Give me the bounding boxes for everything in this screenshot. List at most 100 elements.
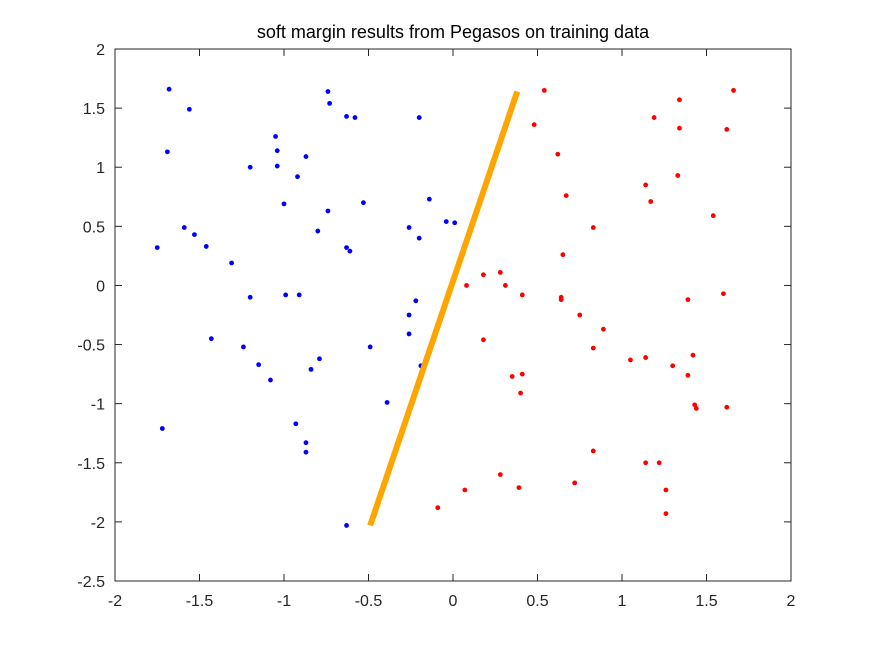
- blue-point: [303, 440, 309, 446]
- red-point: [724, 404, 730, 410]
- y-tick-label: -2.5: [77, 574, 105, 591]
- blue-point: [406, 331, 412, 337]
- red-point: [555, 151, 561, 157]
- red-point: [663, 487, 669, 493]
- blue-point: [308, 366, 314, 372]
- red-point: [590, 345, 596, 351]
- red-point: [685, 372, 691, 378]
- blue-point: [247, 294, 253, 300]
- blue-point: [344, 113, 349, 119]
- y-tick-label: 1.5: [83, 101, 105, 118]
- blue-point: [347, 248, 353, 254]
- y-tick-label: -1: [91, 397, 105, 414]
- red-point: [721, 291, 726, 297]
- blue-point: [186, 106, 192, 112]
- blue-point: [367, 344, 373, 350]
- blue-point: [315, 228, 321, 234]
- separator-lines: [367, 90, 521, 527]
- blue-point: [166, 86, 172, 92]
- y-tick-label: 2: [96, 42, 105, 59]
- y-tick-label: -2: [91, 515, 105, 532]
- blue-point: [416, 115, 422, 120]
- blue-point: [361, 200, 366, 206]
- blue-point: [303, 449, 309, 455]
- red-point: [677, 125, 682, 131]
- red-point: [685, 297, 691, 303]
- blue-point: [327, 100, 333, 106]
- blue-point: [303, 154, 309, 159]
- red-point: [519, 371, 525, 377]
- blue-point: [406, 312, 412, 318]
- y-tick-label: 1: [96, 160, 105, 177]
- red-point: [519, 292, 525, 298]
- red-point: [558, 297, 564, 303]
- red-point: [643, 460, 649, 466]
- red-point: [563, 193, 569, 198]
- red-point: [643, 182, 649, 188]
- red-point: [516, 485, 522, 491]
- chart-title: soft margin results from Pegasos on trai…: [257, 22, 650, 42]
- red-point: [648, 199, 654, 204]
- blue-point: [352, 115, 358, 120]
- blue-point: [325, 208, 331, 214]
- red-point: [435, 505, 441, 511]
- blue-point: [192, 232, 197, 238]
- red-point: [628, 357, 633, 363]
- blue-point: [426, 196, 432, 202]
- red-point: [531, 122, 537, 128]
- red-point: [663, 511, 669, 517]
- x-tick-label: 2: [787, 593, 796, 610]
- blue-point: [274, 163, 280, 169]
- blue-point: [154, 245, 160, 251]
- x-tick-label: 0.5: [526, 593, 548, 610]
- y-tick-label: -1.5: [77, 456, 105, 473]
- blue-point: [452, 220, 458, 226]
- blue-point: [317, 356, 322, 362]
- blue-point: [325, 89, 331, 94]
- blue-point: [208, 336, 214, 342]
- red-point: [481, 272, 486, 278]
- red-point: [693, 405, 699, 411]
- x-tick-label: -1.5: [186, 593, 214, 610]
- red-point: [670, 363, 676, 369]
- x-tick-label: -2: [108, 593, 122, 610]
- blue-point: [164, 149, 170, 155]
- red-point: [541, 87, 547, 93]
- red-point: [651, 115, 657, 120]
- red-point: [690, 352, 696, 358]
- red-point: [710, 213, 716, 219]
- x-tick-label: 1: [618, 593, 627, 610]
- x-tick-label: 1.5: [695, 593, 717, 610]
- red-point: [518, 390, 523, 396]
- blue-point: [268, 377, 273, 383]
- red-point: [464, 283, 469, 288]
- blue-point: [283, 292, 289, 298]
- red-point: [572, 480, 578, 486]
- red-point: [724, 126, 730, 132]
- blue-point: [296, 292, 302, 298]
- blue-point: [293, 421, 299, 427]
- red-point: [502, 283, 508, 288]
- blue-point: [384, 400, 390, 405]
- blue-point: [256, 362, 262, 368]
- y-tick-label: 0: [96, 278, 105, 295]
- red-point: [560, 252, 566, 258]
- blue-point: [241, 344, 246, 350]
- decision-boundary-line: [367, 90, 521, 527]
- red-point: [590, 448, 596, 454]
- red-point: [656, 460, 662, 466]
- red-point: [731, 87, 736, 93]
- blue-point: [203, 244, 209, 249]
- red-point: [601, 326, 606, 332]
- blue-point: [443, 219, 449, 225]
- red-point: [509, 374, 515, 379]
- red-point: [497, 472, 503, 477]
- red-point: [577, 312, 583, 318]
- y-tick-label: -0.5: [77, 338, 105, 355]
- x-tick-label: 0: [449, 593, 458, 610]
- blue-point: [159, 426, 165, 431]
- blue-point: [344, 245, 349, 251]
- red-point: [481, 337, 486, 343]
- axes: -2 -1.5 -1 -0.5 0 0.5 1 1.5 2-2.5-2-1.5-1-0.500.…: [77, 42, 795, 610]
